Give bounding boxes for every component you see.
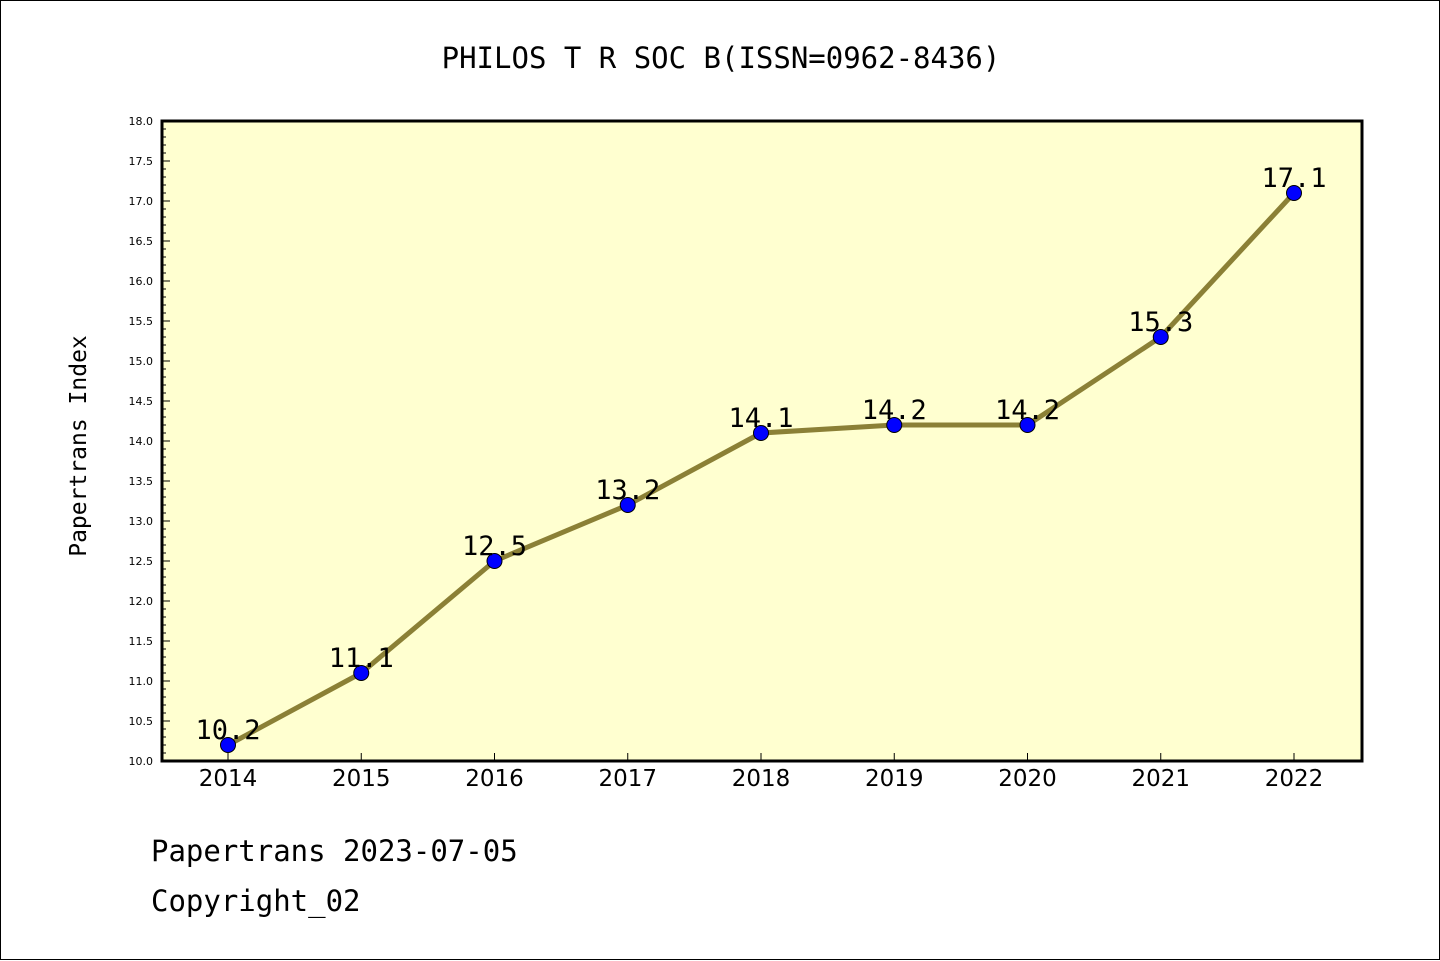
y-tick-label: 15.5 (129, 315, 154, 328)
y-tick-label: 14.0 (129, 435, 154, 448)
data-label: 14.1 (728, 403, 793, 434)
y-tick-label: 13.5 (129, 475, 154, 488)
data-label: 13.2 (595, 475, 660, 506)
data-label: 15.3 (1128, 307, 1193, 338)
y-tick-label: 11.0 (129, 675, 154, 688)
data-points (220, 185, 1302, 753)
y-tick-label: 18.0 (129, 115, 154, 128)
y-tick-label: 16.5 (129, 235, 154, 248)
x-tick-label: 2020 (998, 766, 1057, 792)
x-tick-label: 2017 (598, 766, 657, 792)
data-label: 14.2 (862, 395, 927, 426)
data-label: 11.1 (329, 643, 394, 674)
footer-date: Papertrans 2023-07-05 (151, 834, 518, 868)
x-tick-label: 2014 (199, 766, 258, 792)
y-tick-label: 17.5 (129, 155, 154, 168)
x-axis-ticks: 2014 2015 2016 2017 2018 2019 2020 2021 2022 (199, 753, 1324, 792)
y-tick-label: 10.0 (129, 755, 154, 768)
data-point (486, 553, 503, 569)
data-point (353, 665, 370, 681)
y-tick-label: 11.5 (129, 635, 154, 648)
x-tick-label: 2015 (332, 766, 391, 792)
plot-frame (160, 119, 1364, 763)
data-point (619, 497, 636, 513)
data-label: 10.2 (195, 715, 260, 746)
x-tick-label: 2022 (1265, 766, 1324, 792)
data-point (886, 417, 903, 433)
y-tick-label: 10.5 (129, 715, 154, 728)
data-labels: 10.2 11.1 12.5 13.2 14.1 14.2 14.2 15.3 17.1 (195, 163, 1326, 746)
y-tick-label: 12.5 (129, 555, 154, 568)
x-tick-label: 2021 (1131, 766, 1190, 792)
y-tick-label: 16.0 (129, 275, 154, 288)
data-point (1019, 417, 1036, 433)
y-tick-label: 12.0 (129, 595, 154, 608)
x-tick-label: 2016 (465, 766, 524, 792)
y-tick-label: 15.0 (129, 355, 154, 368)
y-axis-ticks: 10.0 10.5 11.0 11.5 12.0 12.5 13.0 13.5 14.0 14.5… (129, 115, 170, 768)
data-label: 12.5 (462, 531, 527, 562)
y-tick-label: 17.0 (129, 195, 154, 208)
y-axis-label: Papertrans Index (66, 335, 92, 557)
chart-title: PHILOS T R SOC B(ISSN=0962-8436) (442, 41, 1001, 75)
plot-area (162, 121, 1362, 761)
y-tick-label: 13.0 (129, 515, 154, 528)
data-point (220, 737, 236, 753)
x-tick-label: 2019 (865, 766, 924, 792)
data-point (1152, 329, 1169, 345)
data-label: 17.1 (1261, 163, 1326, 194)
footer-copyright: Copyright_02 (151, 884, 361, 918)
data-point (753, 425, 769, 441)
data-label: 14.2 (995, 395, 1060, 426)
data-point (1286, 185, 1302, 201)
x-tick-label: 2018 (732, 766, 791, 792)
y-tick-label: 14.5 (129, 395, 154, 408)
